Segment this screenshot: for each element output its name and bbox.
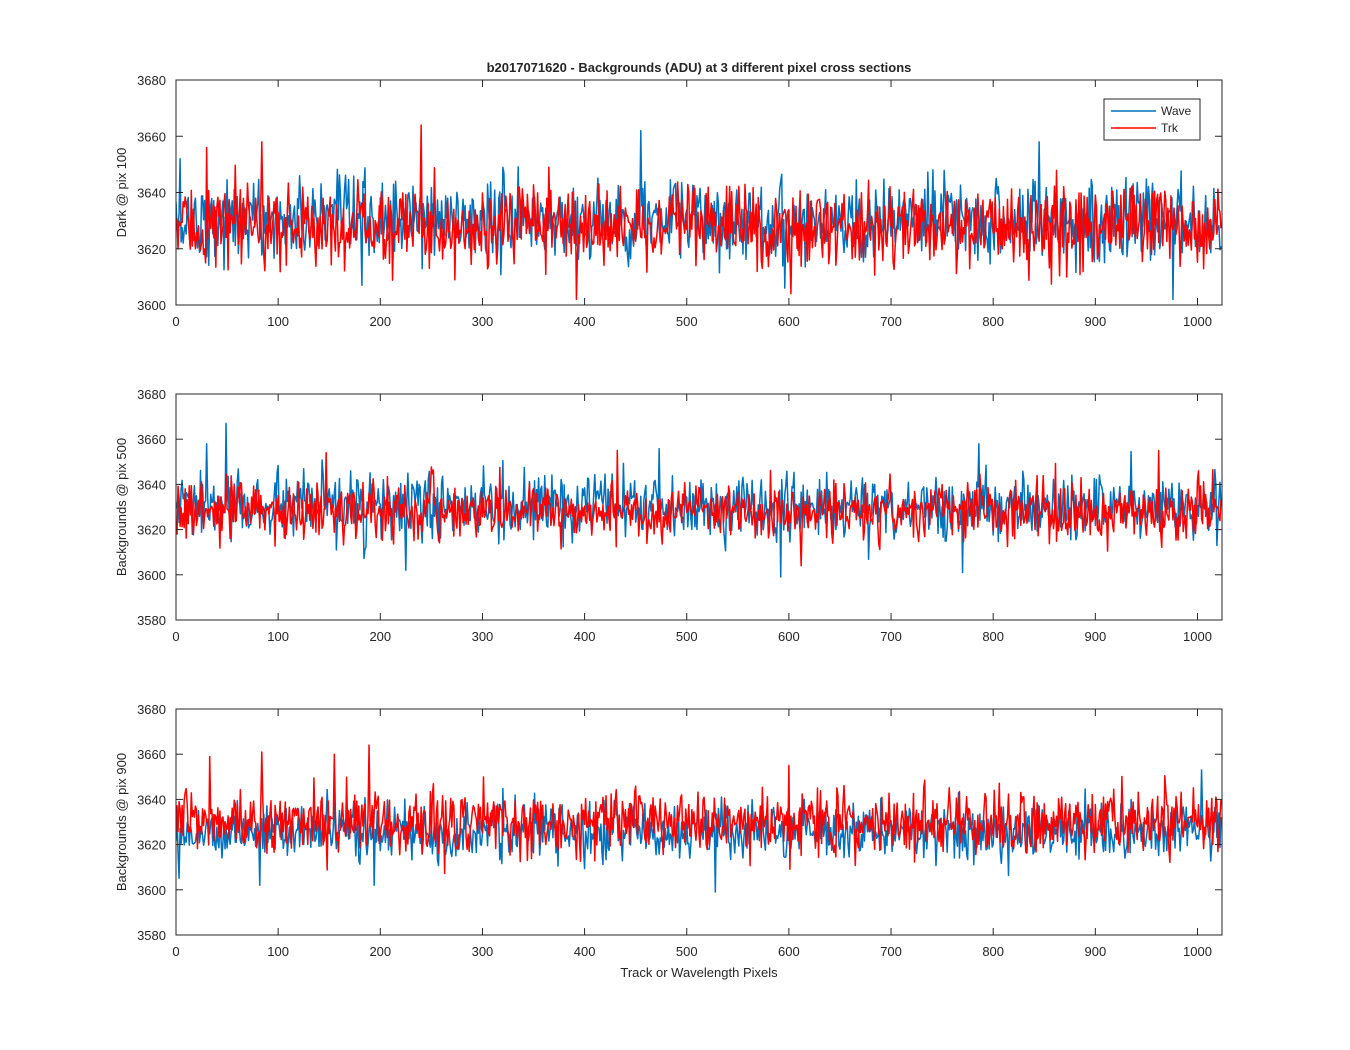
y-axis-label: Backgrounds @ pix 900 [114, 753, 129, 891]
y-tick-label: 3580 [137, 613, 166, 628]
axes-box [175, 708, 1223, 936]
y-tick-label: 3600 [137, 298, 166, 313]
x-tick-label: 700 [880, 629, 902, 644]
x-tick-label: 1000 [1183, 944, 1212, 959]
x-tick-label: 200 [369, 314, 391, 329]
x-tick-label: 800 [982, 944, 1004, 959]
x-tick-label: 600 [778, 944, 800, 959]
x-tick-label: 100 [267, 944, 289, 959]
legend-label-trk: Trk [1161, 121, 1179, 135]
x-tick-label: 500 [676, 629, 698, 644]
x-axis-label: Track or Wavelength Pixels [620, 965, 778, 980]
y-tick-label: 3640 [137, 792, 166, 807]
y-tick-label: 3640 [137, 477, 166, 492]
y-axis-label: Backgrounds @ pix 500 [114, 438, 129, 576]
y-tick-label: 3640 [137, 186, 166, 201]
x-tick-label: 100 [267, 314, 289, 329]
series-line-trk [176, 449, 1222, 567]
x-tick-label: 800 [982, 314, 1004, 329]
x-tick-label: 0 [172, 629, 179, 644]
x-tick-label: 700 [880, 314, 902, 329]
x-tick-label: 100 [267, 629, 289, 644]
y-tick-label: 3620 [137, 523, 166, 538]
series-line-trk [176, 124, 1222, 301]
y-tick-label: 3680 [137, 702, 166, 717]
y-tick-label: 3660 [137, 432, 166, 447]
subplot-3: 0 100 200 300 400 500 600 700 800 900 1000 3580 3600… [114, 702, 1223, 959]
legend-box [1103, 98, 1201, 141]
x-tick-label: 900 [1084, 629, 1106, 644]
x-tick-label: 1000 [1183, 314, 1212, 329]
y-tick-label: 3680 [137, 387, 166, 402]
x-tick-label: 200 [369, 944, 391, 959]
x-tick-label: 0 [172, 314, 179, 329]
axes-box [175, 393, 1223, 621]
x-tick-label: 300 [472, 944, 494, 959]
x-tick-label: 900 [1084, 944, 1106, 959]
x-tick-label: 700 [880, 944, 902, 959]
subplot-2: 0 100 200 300 400 500 600 700 800 900 1000 3580 3600… [114, 387, 1223, 644]
y-tick-label: 3580 [137, 928, 166, 943]
x-tick-label: 500 [676, 314, 698, 329]
x-tick-label: 800 [982, 629, 1004, 644]
y-tick-label: 3620 [137, 838, 166, 853]
y-tick-label: 3660 [137, 129, 166, 144]
x-tick-label: 400 [574, 629, 596, 644]
x-tick-label: 300 [472, 629, 494, 644]
y-axis-label: Dark @ pix 100 [114, 148, 129, 238]
y-tick-label: 3680 [137, 73, 166, 88]
x-tick-label: 900 [1084, 314, 1106, 329]
y-tick-label: 3600 [137, 568, 166, 583]
x-tick-label: 400 [574, 314, 596, 329]
y-tick-label: 3660 [137, 747, 166, 762]
y-tick-label: 3600 [137, 883, 166, 898]
legend-label-wave: Wave [1161, 104, 1192, 118]
subplot-panels: 0 100 200 300 400 500 600 700 800 900 100036003620… [114, 73, 1223, 959]
x-tick-label: 1000 [1183, 629, 1212, 644]
figure-title: b2017071620 - Backgrounds (ADU) at 3 dif… [487, 60, 912, 75]
x-tick-label: 500 [676, 944, 698, 959]
series-line-trk [176, 744, 1222, 875]
x-tick-label: 600 [778, 629, 800, 644]
x-tick-label: 300 [472, 314, 494, 329]
x-tick-label: 200 [369, 629, 391, 644]
x-tick-label: 600 [778, 314, 800, 329]
legend: Wave Trk [1103, 98, 1201, 141]
x-tick-label: 400 [574, 944, 596, 959]
x-tick-label: 0 [172, 944, 179, 959]
y-tick-label: 3620 [137, 242, 166, 257]
subplot-1: 0 100 200 300 400 500 600 700 800 900 1000 3600 3620… [114, 73, 1223, 329]
